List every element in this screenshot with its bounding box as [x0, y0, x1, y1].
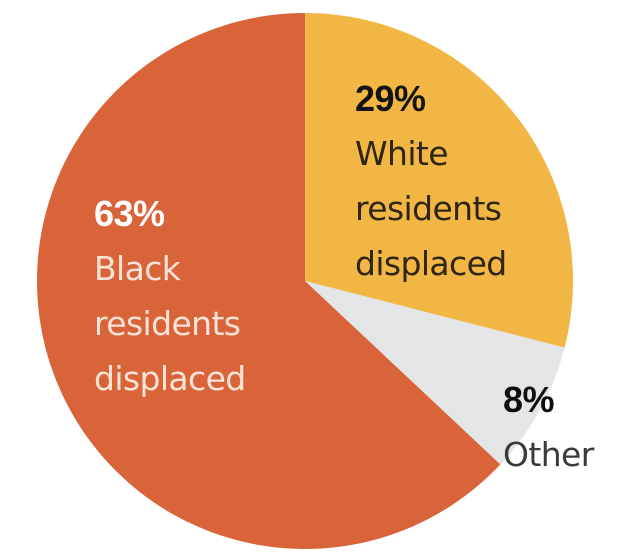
- desc-line: displaced: [94, 359, 246, 398]
- label-black-residents: 63% Black residents displaced: [94, 186, 246, 406]
- desc-line: White: [355, 134, 449, 173]
- desc-line: Black: [94, 249, 181, 288]
- pie-slice-white: [305, 13, 573, 348]
- description-white: White residents displaced: [355, 126, 507, 291]
- label-white-residents: 29% White residents displaced: [355, 71, 507, 291]
- label-other: 8% Other: [503, 372, 594, 482]
- desc-line: displaced: [355, 244, 507, 283]
- pie-slice-other: [305, 281, 565, 465]
- desc-line: residents: [94, 304, 241, 343]
- description-other: Other: [503, 427, 594, 482]
- percent-black: 63%: [94, 193, 165, 234]
- pie-slices: [36, 13, 573, 549]
- desc-line: Other: [503, 435, 594, 474]
- description-black: Black residents displaced: [94, 241, 246, 406]
- percent-white: 29%: [355, 78, 426, 119]
- pie-slice-black: [36, 13, 501, 549]
- desc-line: residents: [355, 189, 502, 228]
- percent-other: 8%: [503, 379, 555, 420]
